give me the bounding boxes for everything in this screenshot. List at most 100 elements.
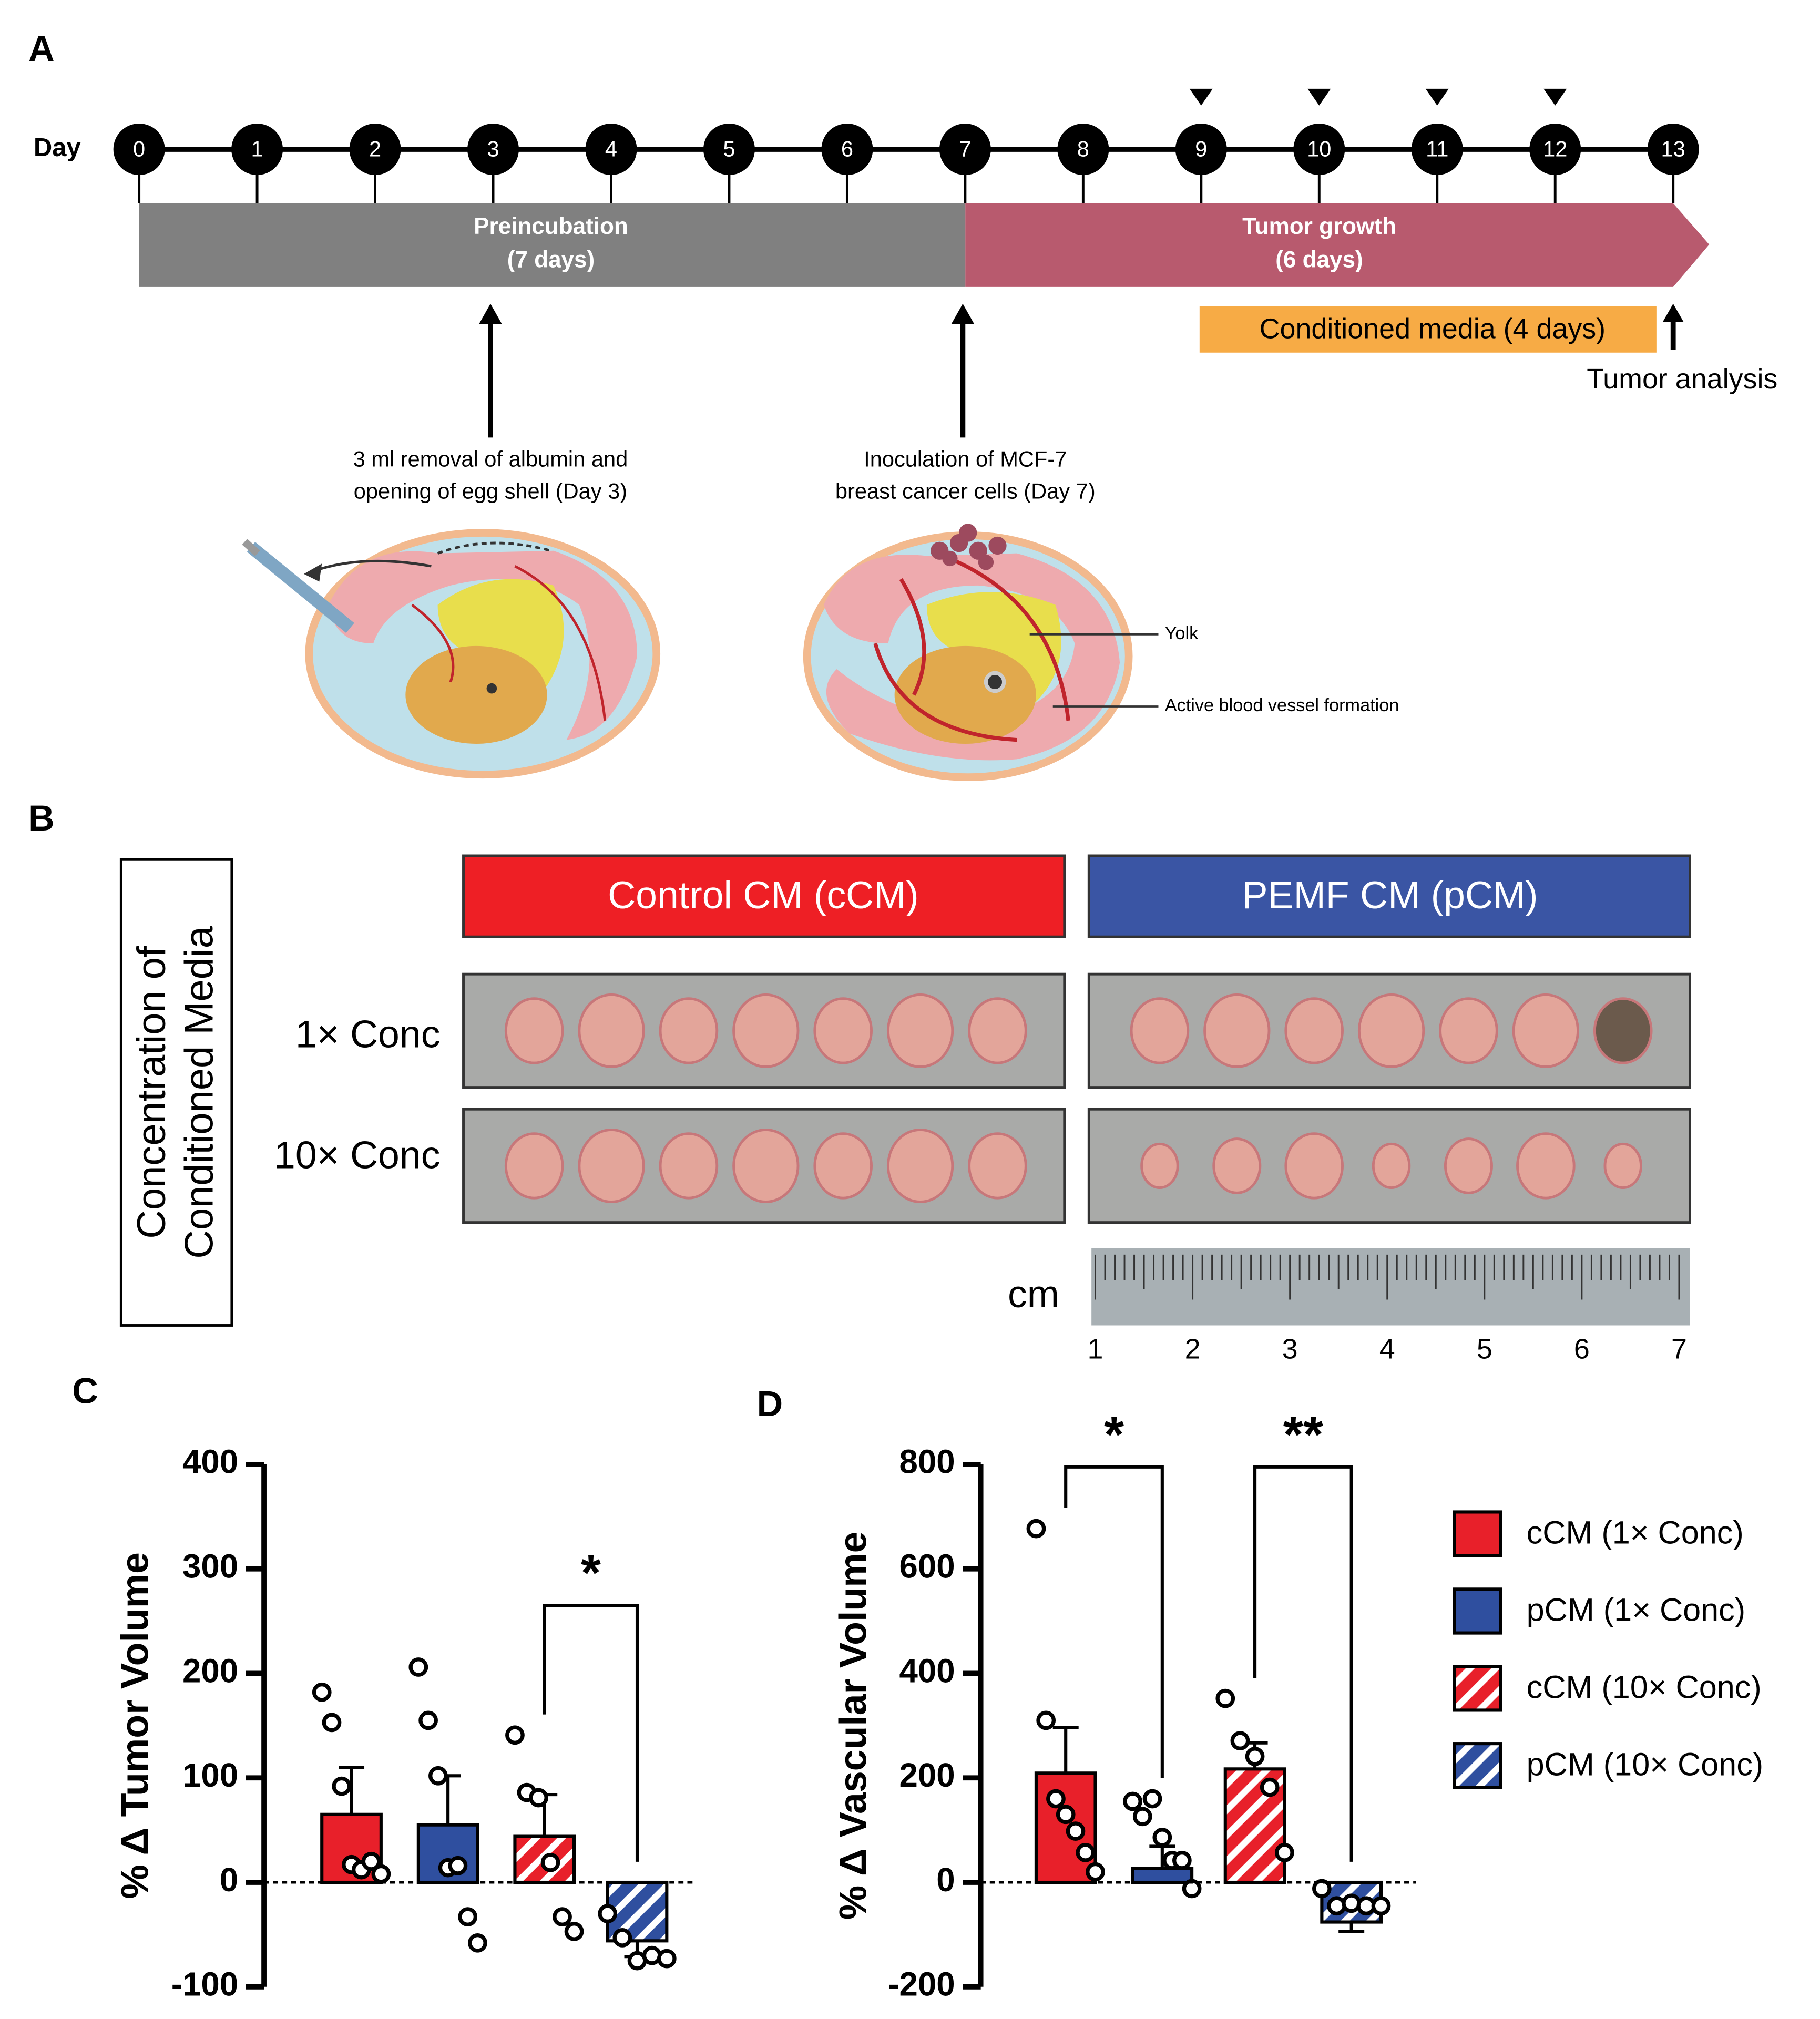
day-circle (1175, 124, 1227, 175)
tumor (1593, 997, 1653, 1064)
legend: cCM (1× Conc) pCM (1× Conc) cCM (10× Conc)… (1453, 1510, 1763, 1789)
data-point (1312, 1879, 1332, 1899)
tumor (1130, 997, 1190, 1064)
data-point (1132, 1807, 1152, 1827)
bar (1034, 1771, 1097, 1884)
y-tick-label: -200 (888, 1966, 955, 2003)
tumor (504, 1132, 564, 1200)
day-number: 5 (723, 136, 735, 161)
data-point (1142, 1789, 1162, 1809)
data-point (1230, 1731, 1250, 1751)
significance-bracket (543, 1604, 639, 1862)
header: PEMF CM (pCM) (1242, 874, 1538, 917)
day-number: 2 (369, 136, 381, 161)
ruler-number: 4 (1379, 1334, 1395, 1365)
conditioned-bar (1199, 306, 1657, 353)
day-circle (585, 124, 637, 175)
tumor (1603, 1142, 1642, 1190)
y-tick-label: 0 (936, 1861, 955, 1899)
arrow-head (478, 303, 502, 324)
tumor (504, 997, 564, 1064)
legend-label: cCM (10× Conc) (1527, 1669, 1762, 1705)
tumor (1203, 993, 1271, 1068)
data-point (1076, 1843, 1096, 1862)
significance-text: * (1104, 1406, 1124, 1463)
day-circle (349, 124, 401, 175)
note: breast cancer cells (Day 7) (835, 479, 1096, 504)
day-circle (113, 124, 165, 175)
data-point (540, 1852, 560, 1872)
note: Inoculation of MCF-7 (864, 446, 1067, 471)
tumor (1372, 1142, 1411, 1190)
legend-swatch (1453, 1665, 1502, 1712)
day-circle (1293, 124, 1345, 175)
day-number: 13 (1661, 136, 1685, 161)
treatment-marker (1189, 88, 1213, 106)
data-point (1327, 1896, 1346, 1916)
significance-text: * (581, 1544, 601, 1602)
treatment-marker (1425, 88, 1449, 106)
legend-label: pCM (1× Conc) (1527, 1592, 1746, 1628)
tumor (732, 1128, 800, 1203)
header-box (1087, 854, 1691, 938)
day-number: 6 (841, 136, 853, 161)
y-tick-label: 200 (899, 1757, 955, 1794)
phase-title: Tumor growth (1242, 213, 1396, 239)
phase-sub: (7 days) (507, 247, 595, 273)
tumor (1357, 993, 1425, 1068)
ruler-number: 7 (1671, 1334, 1687, 1365)
tumor (886, 993, 954, 1068)
panel-label: A (28, 28, 54, 69)
day-number: 3 (487, 136, 499, 161)
y-tick-label: 200 (182, 1652, 238, 1689)
day-number: 9 (1195, 136, 1207, 161)
note: opening of egg shell (Day 3) (354, 479, 627, 504)
y-tick-label: 600 (899, 1547, 955, 1585)
legend-swatch (1453, 1587, 1502, 1635)
panel-label: C (72, 1370, 98, 1411)
day-circle (1647, 124, 1699, 175)
tumor (1284, 997, 1344, 1064)
significance-text: ** (1283, 1406, 1323, 1463)
data-point (564, 1922, 584, 1941)
y-axis-label: % Δ Tumor Volume (114, 1552, 157, 1899)
ruler-ticks (1095, 1254, 1680, 1300)
significance-bracket (1253, 1465, 1353, 1862)
day-circle (467, 124, 519, 175)
row-label: 10× Conc (274, 1134, 440, 1177)
note: 3 ml removal of albumin and (353, 446, 628, 471)
data-point (1245, 1747, 1265, 1766)
data-point (1342, 1893, 1362, 1913)
header-box (462, 854, 1066, 938)
day-number: 8 (1077, 136, 1089, 161)
day-number: 1 (251, 136, 263, 161)
data-point (1036, 1710, 1056, 1730)
y-tick-label: 400 (899, 1652, 955, 1689)
data-point (553, 1907, 572, 1926)
data-point (1260, 1777, 1280, 1797)
data-point (505, 1725, 525, 1745)
data-point (1182, 1879, 1202, 1899)
conditioned-text: Conditioned media (4 days) (1260, 313, 1606, 344)
legend-label: cCM (1× Conc) (1527, 1515, 1744, 1551)
phase-bar (139, 203, 966, 287)
data-point (408, 1657, 428, 1677)
side-label: Conditioned Media (177, 926, 222, 1259)
tumor (1212, 1137, 1262, 1194)
data-point (312, 1682, 332, 1702)
egg-illustration (803, 524, 1159, 781)
callout: Active blood vessel formation (1165, 695, 1399, 715)
data-point (1172, 1850, 1192, 1870)
day-label: Day (34, 134, 81, 162)
day-number: 4 (605, 136, 617, 161)
day-number: 11 (1426, 136, 1448, 161)
ruler-number: 2 (1185, 1334, 1201, 1365)
tumor-photos (462, 972, 1691, 1224)
arrow-head (1663, 303, 1684, 322)
tumor (1439, 997, 1498, 1064)
data-point (332, 1776, 352, 1796)
y-axis-label: % Δ Vascular Volume (832, 1532, 875, 1920)
y-tick-label: -100 (171, 1966, 238, 2003)
day-circle (1529, 124, 1581, 175)
